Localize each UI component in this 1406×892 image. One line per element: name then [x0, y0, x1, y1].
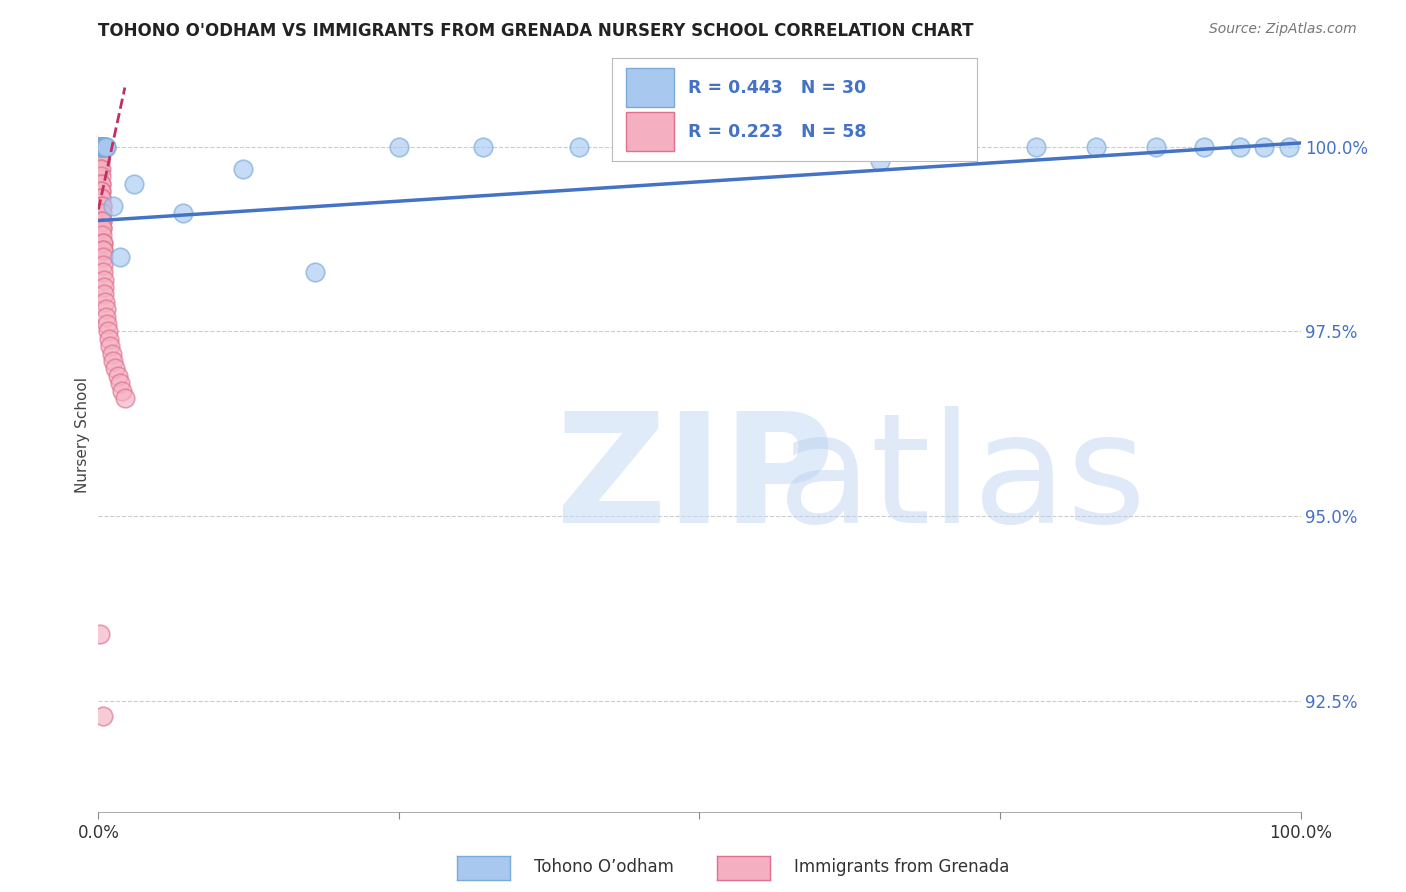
- Point: [90, 184, 112, 198]
- Point: [1194, 139, 1216, 153]
- Text: R = 0.443   N = 30: R = 0.443 N = 30: [689, 78, 866, 96]
- Point: [1144, 139, 1167, 153]
- Bar: [626, 69, 673, 107]
- Point: [97, 325, 120, 339]
- Point: [91, 708, 114, 723]
- Point: [91, 258, 114, 272]
- Point: [90, 213, 112, 227]
- Point: [107, 368, 129, 383]
- Bar: [626, 112, 673, 152]
- Point: [91, 139, 114, 153]
- Point: [93, 273, 115, 287]
- Point: [90, 199, 112, 213]
- Point: [98, 332, 121, 346]
- Point: [89, 147, 111, 161]
- Point: [96, 139, 118, 153]
- Text: Tohono O’odham: Tohono O’odham: [534, 858, 673, 876]
- Point: [91, 213, 114, 227]
- Point: [91, 235, 114, 250]
- Point: [1229, 139, 1251, 153]
- Text: R = 0.223   N = 58: R = 0.223 N = 58: [689, 123, 868, 141]
- Point: [472, 139, 495, 153]
- Point: [93, 265, 115, 279]
- Point: [93, 287, 115, 301]
- Point: [1253, 139, 1275, 153]
- Point: [90, 161, 112, 176]
- Point: [1025, 139, 1047, 153]
- Point: [100, 346, 122, 360]
- Point: [90, 139, 112, 153]
- Point: [89, 139, 111, 153]
- Point: [89, 139, 111, 153]
- Point: [785, 139, 807, 153]
- Point: [304, 265, 326, 279]
- Point: [568, 139, 591, 153]
- Point: [93, 139, 115, 153]
- Point: [89, 154, 111, 169]
- Text: Immigrants from Grenada: Immigrants from Grenada: [794, 858, 1010, 876]
- Point: [94, 294, 117, 309]
- Point: [89, 154, 111, 169]
- Point: [91, 221, 114, 235]
- Point: [101, 354, 124, 368]
- Point: [91, 243, 114, 257]
- Y-axis label: Nursery School: Nursery School: [75, 376, 90, 493]
- Point: [89, 139, 111, 153]
- Point: [90, 206, 112, 220]
- Point: [89, 139, 111, 153]
- Point: [87, 139, 110, 153]
- Point: [89, 139, 111, 153]
- Point: [93, 139, 115, 153]
- Point: [89, 139, 111, 153]
- Point: [101, 199, 124, 213]
- Point: [91, 139, 114, 153]
- Point: [1277, 139, 1299, 153]
- Point: [108, 376, 131, 391]
- Point: [87, 139, 110, 153]
- Point: [953, 139, 976, 153]
- Point: [89, 161, 111, 176]
- Point: [89, 139, 111, 153]
- Point: [689, 139, 711, 153]
- Point: [90, 184, 112, 198]
- Point: [108, 251, 131, 265]
- Point: [91, 221, 114, 235]
- Point: [90, 169, 112, 184]
- Point: [869, 154, 891, 169]
- Point: [89, 627, 111, 641]
- Point: [104, 361, 127, 376]
- Point: [94, 302, 117, 317]
- Text: Source: ZipAtlas.com: Source: ZipAtlas.com: [1209, 22, 1357, 37]
- Point: [388, 139, 411, 153]
- Point: [90, 199, 112, 213]
- Point: [1085, 139, 1108, 153]
- Point: [96, 310, 118, 324]
- Point: [172, 206, 194, 220]
- Point: [91, 235, 114, 250]
- Text: TOHONO O'ODHAM VS IMMIGRANTS FROM GRENADA NURSERY SCHOOL CORRELATION CHART: TOHONO O'ODHAM VS IMMIGRANTS FROM GRENAD…: [98, 22, 974, 40]
- Point: [90, 177, 112, 191]
- Point: [89, 139, 111, 153]
- Point: [96, 317, 118, 331]
- Point: [232, 161, 254, 176]
- Point: [91, 243, 114, 257]
- Point: [93, 280, 115, 294]
- Point: [90, 191, 112, 205]
- Point: [111, 384, 134, 398]
- Point: [94, 139, 117, 153]
- Point: [87, 139, 110, 153]
- Text: ZIP: ZIP: [555, 406, 835, 555]
- Point: [91, 139, 114, 153]
- Point: [114, 391, 136, 405]
- Point: [90, 191, 112, 205]
- Point: [87, 139, 110, 153]
- Point: [90, 177, 112, 191]
- Point: [91, 228, 114, 243]
- Point: [100, 339, 122, 353]
- Point: [91, 251, 114, 265]
- Point: [124, 177, 146, 191]
- Text: atlas: atlas: [778, 406, 1147, 555]
- Point: [89, 139, 111, 153]
- Point: [94, 139, 117, 153]
